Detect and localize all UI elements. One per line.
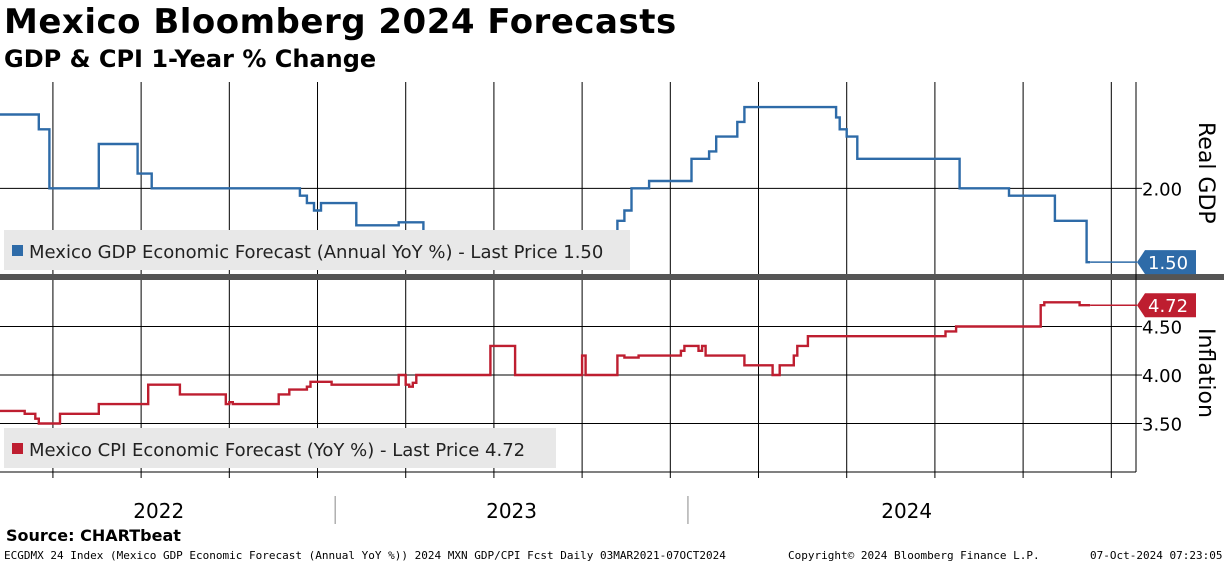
y-tick-label: 4.50 <box>1142 318 1182 339</box>
cpi-legend-text: Mexico CPI Economic Forecast (YoY %) - L… <box>29 440 525 461</box>
gdp-legend-box <box>4 230 630 270</box>
footer-timestamp: 07-Oct-2024 07:23:05 <box>1090 549 1223 562</box>
footer-ticker: ECGDMX 24 Index (Mexico GDP Economic For… <box>4 549 726 562</box>
source-note: Source: CHARTbeat <box>6 526 181 545</box>
y-tick-label: 4.00 <box>1142 366 1182 387</box>
cpi-axis-title: Inflation <box>1193 328 1218 418</box>
y-tick-label: 3.50 <box>1142 415 1182 436</box>
gdp-axis-title: Real GDP <box>1193 122 1218 224</box>
gdp-legend-text: Mexico GDP Economic Forecast (Annual YoY… <box>29 242 603 263</box>
legend-layer: 1.50 4.72 Mexico GDP Economic Forecast (An… <box>4 230 1196 468</box>
chart-subtitle: GDP & CPI 1-Year % Change <box>4 45 377 73</box>
cpi-last-price-label: 4.72 <box>1148 296 1188 317</box>
gdp-legend-swatch <box>12 245 23 256</box>
cpi-series-line <box>0 301 1091 425</box>
cpi-last-price-badge <box>1137 293 1196 318</box>
axis-layer: 2.00 3.50 4.00 4.50 Real GDP Inflation 2022 202… <box>0 82 1224 524</box>
x-year-label: 2023 <box>486 499 537 523</box>
y-tick-label: 2.00 <box>1142 179 1182 200</box>
footer-copyright: Copyright© 2024 Bloomberg Finance L.P. <box>788 549 1040 562</box>
gdp-last-price-label: 1.50 <box>1148 253 1188 274</box>
chart-title: Mexico Bloomberg 2024 Forecasts <box>4 2 677 42</box>
x-year-label: 2024 <box>881 499 932 523</box>
cpi-legend-swatch <box>12 443 23 454</box>
cpi-legend-box <box>4 428 556 468</box>
panel-divider <box>0 274 1224 280</box>
x-year-label: 2022 <box>133 499 184 523</box>
gdp-last-price-badge <box>1137 250 1196 275</box>
